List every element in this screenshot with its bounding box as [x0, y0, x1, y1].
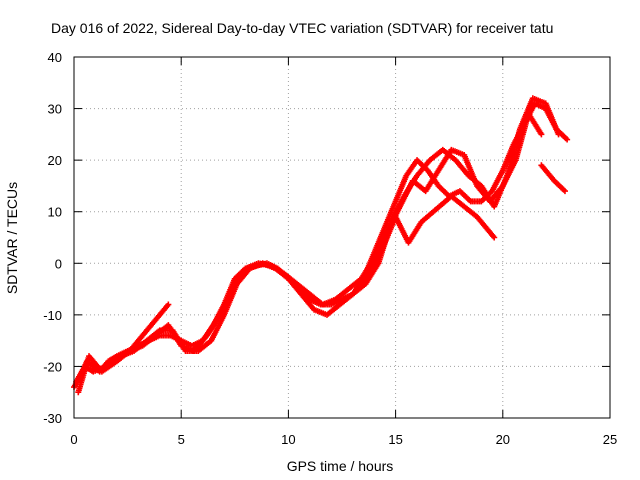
- x-tick-label: 0: [70, 432, 77, 447]
- series-satellite-track-3: [75, 110, 545, 396]
- y-tick-label: -20: [43, 359, 62, 374]
- grid-layer: [74, 57, 610, 418]
- data-point: [165, 301, 172, 308]
- data-point: [555, 131, 562, 138]
- y-tick-label: 20: [48, 153, 62, 168]
- x-tick-label: 20: [496, 432, 510, 447]
- x-axis-label: GPS time / hours: [287, 458, 394, 474]
- y-tick-label: -30: [43, 411, 62, 426]
- series-satellite-track-4: [126, 162, 568, 354]
- x-tick-label: 25: [603, 432, 617, 447]
- y-tick-label: 0: [55, 256, 62, 271]
- x-tick-label: 15: [388, 432, 402, 447]
- y-axis-label: SDTVAR / TECUs: [4, 182, 20, 294]
- data-point: [561, 188, 568, 195]
- data-point: [538, 131, 545, 138]
- plot-frame: [73, 56, 611, 419]
- x-tick-label: 10: [281, 432, 295, 447]
- y-tick-label: 30: [48, 102, 62, 117]
- y-tick-label: 10: [48, 205, 62, 220]
- data-points-layer: [71, 95, 571, 396]
- axis-ticks-layer: 0 5 10 15 20 25 -30 -20 -10 0 10 20 30 40: [43, 50, 617, 447]
- y-tick-label: -10: [43, 308, 62, 323]
- x-tick-label: 5: [178, 432, 185, 447]
- data-point: [564, 136, 571, 143]
- data-point: [491, 234, 498, 241]
- y-tick-label: 40: [48, 50, 62, 65]
- chart-title: Day 016 of 2022, Sidereal Day-to-day VTE…: [51, 20, 553, 36]
- series-satellite-track-1: [71, 100, 571, 391]
